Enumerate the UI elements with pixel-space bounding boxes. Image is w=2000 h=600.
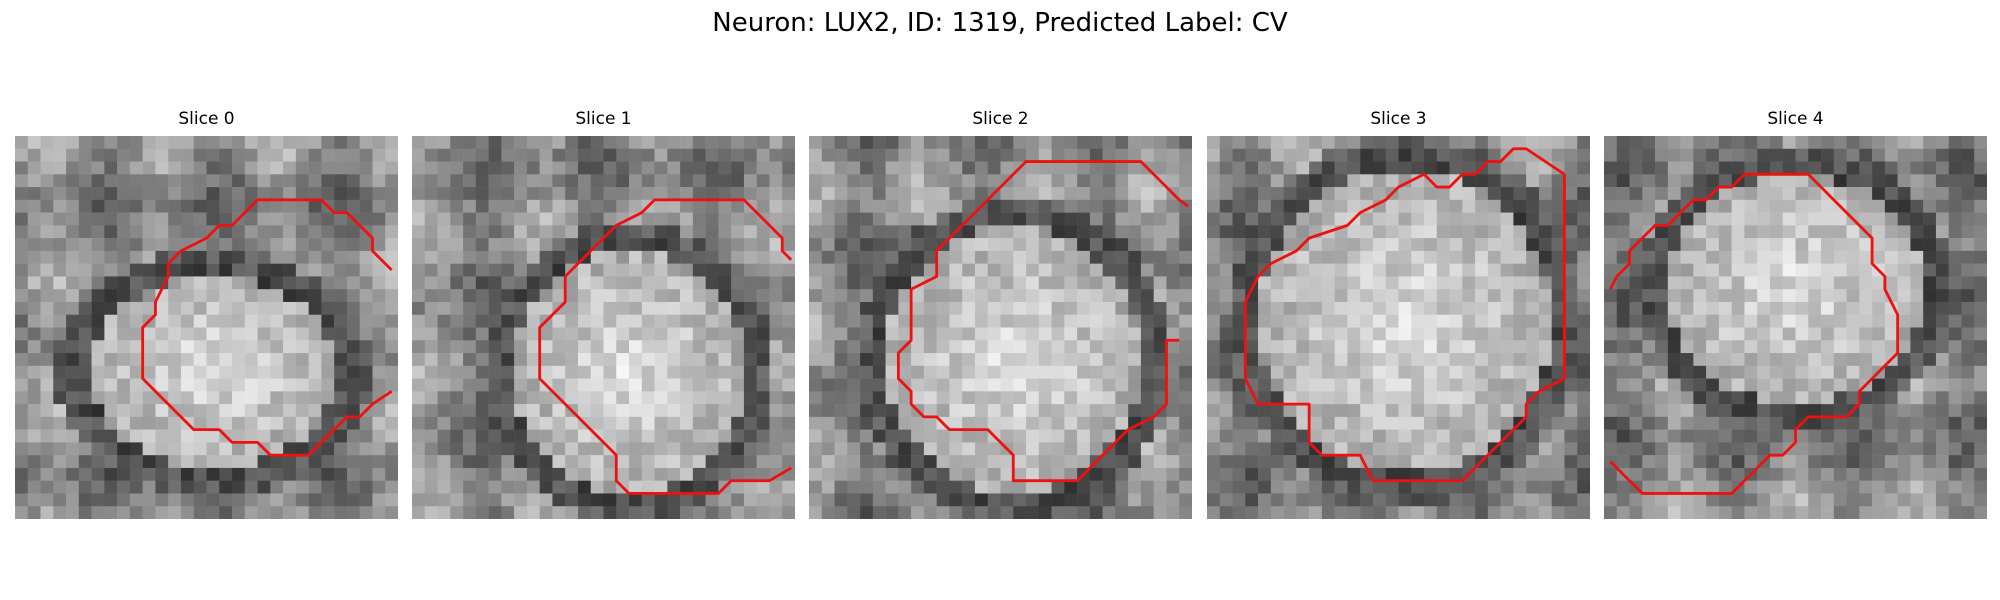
slice-image bbox=[1604, 136, 1987, 519]
cell-contour bbox=[538, 198, 793, 495]
slice-title: Slice 3 bbox=[1370, 109, 1427, 129]
cell-contour bbox=[1609, 172, 1900, 495]
slice-title: Slice 0 bbox=[178, 109, 235, 129]
figure-title: Neuron: LUX2, ID: 1319, Predicted Label:… bbox=[712, 8, 1288, 38]
slice-image bbox=[412, 136, 795, 519]
slice-title: Slice 2 bbox=[972, 109, 1029, 129]
slice-title: Slice 1 bbox=[575, 109, 632, 129]
slice-image bbox=[1207, 136, 1590, 519]
slice-image bbox=[809, 136, 1192, 519]
cell-contour bbox=[896, 160, 1189, 483]
slice-image bbox=[15, 136, 398, 519]
slice-title: Slice 4 bbox=[1767, 109, 1824, 129]
cell-contour bbox=[1243, 147, 1566, 483]
cell-contour bbox=[141, 198, 393, 457]
